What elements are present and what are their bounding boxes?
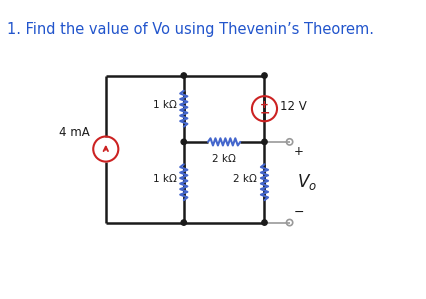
Text: −: − — [294, 206, 305, 219]
Circle shape — [262, 220, 267, 225]
Text: 4 mA: 4 mA — [59, 126, 89, 139]
Circle shape — [181, 220, 187, 225]
Text: 12 V: 12 V — [280, 100, 306, 113]
Text: 2 kΩ: 2 kΩ — [233, 174, 257, 184]
Text: 1 kΩ: 1 kΩ — [153, 174, 177, 184]
Text: 1. Find the value of Vo using Thevenin’s Theorem.: 1. Find the value of Vo using Thevenin’s… — [7, 22, 374, 37]
Text: 1 kΩ: 1 kΩ — [153, 100, 177, 110]
Text: $V_o$: $V_o$ — [297, 172, 317, 192]
Text: −: − — [259, 106, 270, 119]
Circle shape — [181, 73, 187, 78]
Text: 2 kΩ: 2 kΩ — [212, 153, 236, 164]
Text: +: + — [260, 100, 269, 110]
Circle shape — [262, 73, 267, 78]
Text: +: + — [294, 146, 304, 158]
Circle shape — [181, 139, 187, 145]
Circle shape — [262, 139, 267, 145]
